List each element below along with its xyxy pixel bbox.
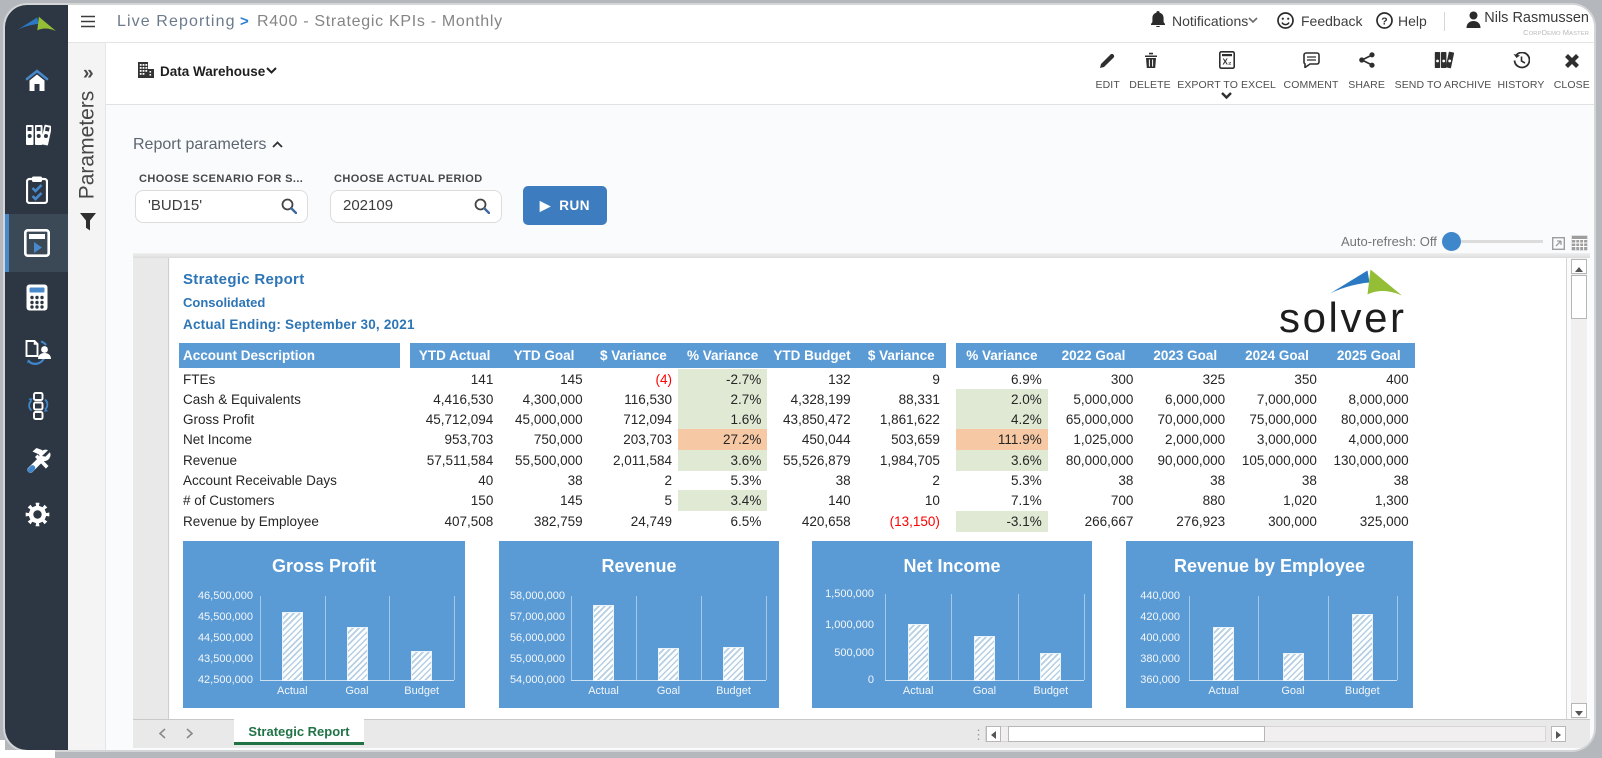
svg-text:X₂: X₂ (1223, 58, 1232, 67)
svg-text:?: ? (1381, 15, 1387, 27)
